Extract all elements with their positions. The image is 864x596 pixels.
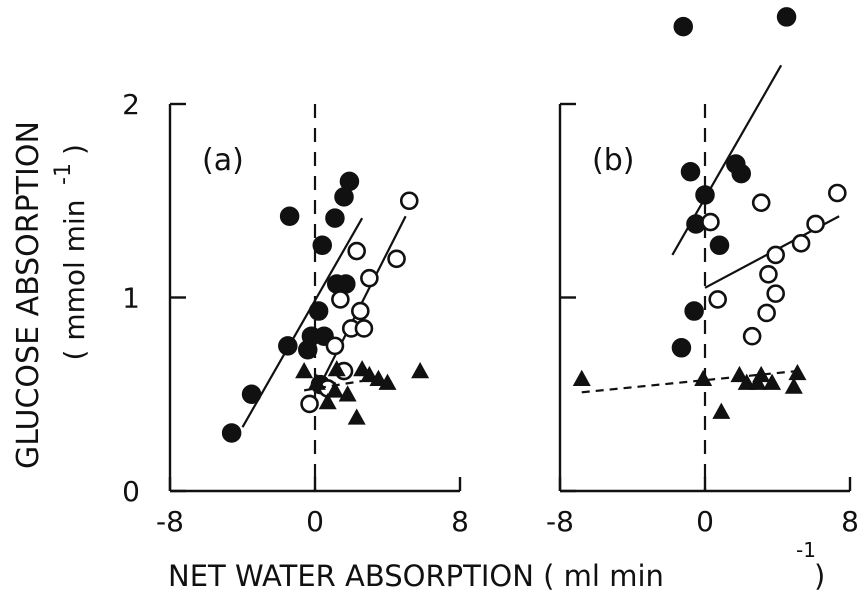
data-point-filled-circle (279, 206, 300, 226)
y-tick-label: 1 (122, 282, 140, 315)
fit-line-filled-circle (241, 217, 364, 428)
fit-line-open-circle (319, 215, 407, 386)
data-point-open-circle (791, 234, 811, 253)
data-point-filled-circle (278, 336, 298, 356)
panel-label: (b) (592, 143, 634, 178)
data-point-filled-circle (709, 235, 730, 256)
panel-label: (a) (202, 143, 244, 178)
data-point-filled-circle (221, 423, 242, 443)
data-point-filled-circle (241, 384, 262, 404)
data-point-filled-triangle (307, 373, 326, 390)
data-point-open-circle (300, 394, 319, 414)
data-point-open-circle (399, 191, 419, 211)
y-tick-label: 2 (122, 88, 140, 121)
data-point-filled-circle (671, 338, 692, 358)
data-point-open-circle (354, 319, 374, 338)
y-axis-label-group: GLUCOSE ABSORPTION (11, 121, 46, 469)
data-point-filled-triangle (378, 373, 397, 390)
data-point-open-circle (766, 284, 785, 303)
data-point-filled-triangle (327, 360, 346, 377)
y-axis-unit: ( mmol min (58, 200, 91, 361)
data-point-filled-triangle (788, 363, 807, 381)
data-point-open-circle (351, 301, 370, 321)
data-point-filled-triangle (712, 402, 731, 419)
x-tick-label: -8 (546, 505, 574, 538)
x-axis-label: NET WATER ABSORPTION ( ml min (168, 559, 664, 593)
panel-a: 0 1 2 -8 0 8 (a) (122, 88, 469, 538)
data-point-filled-triangle (325, 381, 344, 398)
data-point-filled-circle (673, 16, 693, 37)
data-point-filled-triangle (763, 373, 782, 390)
data-point-filled-circle (680, 161, 701, 182)
data-point-open-circle (757, 303, 776, 323)
data-point-filled-triangle (295, 362, 314, 379)
y-axis-unit-close: ) (58, 144, 91, 155)
data-point-filled-triangle (730, 365, 749, 383)
data-point-filled-triangle (411, 362, 430, 379)
data-point-filled-triangle (338, 385, 357, 402)
x-axis-label-exponent: -1 (796, 538, 816, 562)
x-tick-label: 0 (696, 505, 714, 538)
x-tick-label: 0 (306, 505, 324, 538)
data-point-open-circle (742, 326, 762, 346)
data-point-filled-triangle (318, 392, 337, 410)
data-point-open-circle (347, 241, 366, 261)
data-point-filled-circle (339, 171, 360, 192)
x-tick-label: 8 (451, 505, 469, 538)
data-point-filled-triangle (784, 377, 803, 394)
data-point-open-circle (331, 290, 350, 309)
x-tick-label: -8 (156, 505, 184, 538)
y-axis-unit-group: ( mmol min -1 ) (51, 144, 91, 360)
data-point-open-circle (708, 290, 727, 309)
data-point-filled-triangle (694, 369, 713, 386)
data-point-filled-triangle (752, 365, 771, 383)
data-point-open-circle (766, 245, 785, 265)
y-axis-unit-exponent: -1 (51, 163, 76, 185)
data-point-filled-circle (695, 185, 715, 205)
data-point-filled-circle (325, 208, 345, 228)
data-point-open-circle (360, 268, 379, 288)
x-axis-label-close: ) (814, 559, 825, 593)
data-point-open-circle (759, 264, 778, 284)
x-tick-label: 8 (841, 505, 859, 538)
data-point-filled-circle (731, 163, 751, 184)
data-point-open-circle (387, 249, 406, 269)
y-axis-label: GLUCOSE ABSORPTION (11, 121, 46, 469)
data-point-open-circle (828, 183, 847, 203)
data-point-filled-circle (776, 7, 797, 27)
data-point-filled-triangle (347, 408, 366, 425)
data-point-filled-triangle (572, 369, 591, 386)
panel-b: -8 0 8 (b) (546, 7, 859, 538)
data-point-open-circle (701, 212, 720, 232)
data-point-open-circle (325, 336, 345, 356)
data-point-open-circle (751, 193, 771, 212)
data-point-open-circle (806, 214, 825, 234)
data-point-filled-circle (312, 235, 332, 256)
data-point-filled-circle (684, 301, 704, 321)
data-point-filled-circle (308, 301, 329, 321)
y-tick-label: 0 (122, 475, 140, 508)
